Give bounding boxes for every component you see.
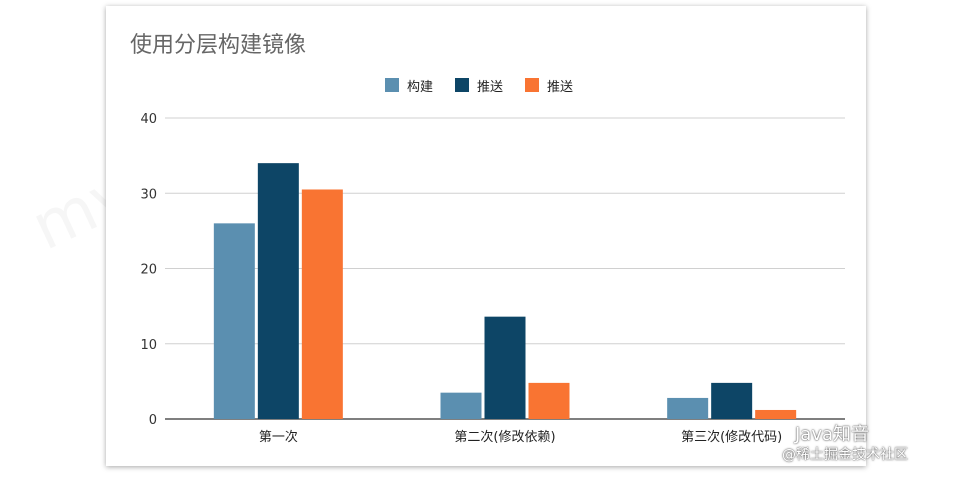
bar [711, 382, 753, 419]
legend-item-push-1: 推送 [455, 76, 503, 95]
watermark-source: @稀土掘金技术社区 [782, 447, 908, 463]
chart-title: 使用分层构建镜像 [130, 33, 307, 58]
y-tick-label: 30 [140, 187, 157, 202]
bar [484, 316, 526, 419]
legend-item-push-2: 推送 [525, 76, 573, 95]
y-tick-label: 20 [140, 263, 157, 278]
bar [257, 163, 299, 419]
legend-item-build: 构建 [385, 76, 433, 95]
y-tick-label: 10 [140, 338, 157, 353]
legend-swatch-push-2 [525, 78, 540, 92]
bar [440, 392, 482, 419]
y-tick-label: 40 [140, 112, 157, 127]
bar [667, 397, 709, 419]
legend-swatch-push-1 [455, 78, 470, 92]
bar [301, 189, 343, 419]
chart-legend: 构建 推送 推送 [385, 75, 595, 95]
x-tick-label: 第三次(修改代码) [681, 429, 782, 445]
legend-label-push-2: 推送 [547, 79, 574, 95]
legend-swatch-build [385, 78, 399, 92]
bar [213, 223, 255, 419]
y-tick-label: 0 [149, 413, 157, 428]
legend-label-push-1: 推送 [477, 79, 504, 95]
bar [528, 382, 570, 419]
x-tick-label: 第二次(修改依赖) [454, 429, 555, 445]
legend-label-build: 构建 [407, 79, 434, 95]
bar [755, 409, 797, 419]
watermark-logo: Java知音 [795, 424, 870, 445]
x-tick-label: 第一次 [259, 429, 298, 445]
